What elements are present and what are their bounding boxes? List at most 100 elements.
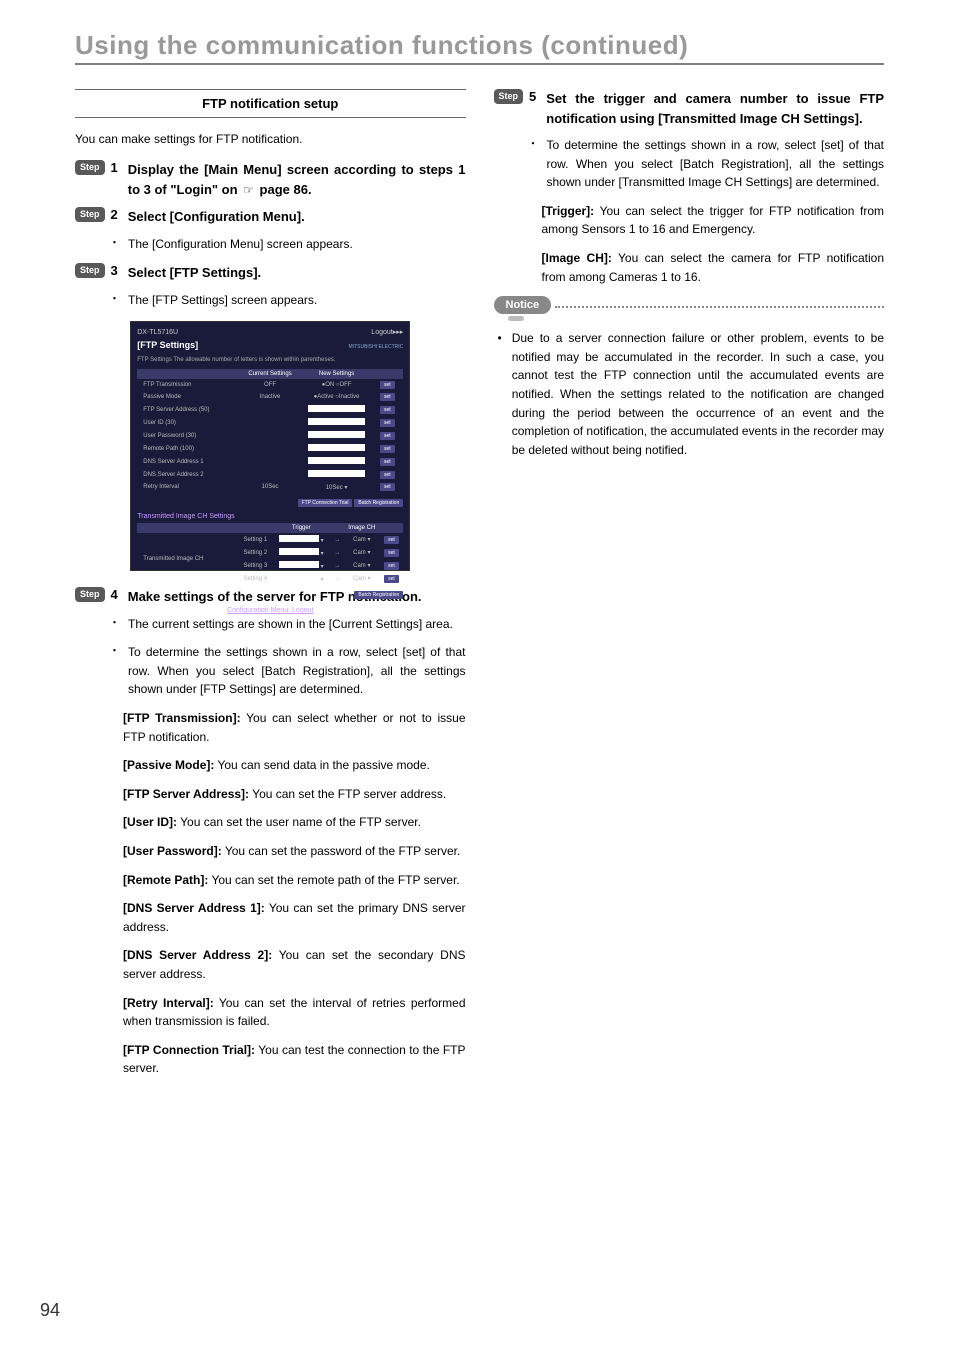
sc-section2-title: Transmitted Image CH Settings (137, 513, 403, 520)
table-row: User ID (30)set (137, 416, 403, 429)
step-1: Step 1 Display the [Main Menu] screen ac… (75, 160, 466, 199)
def-label: [Remote Path]: (123, 873, 208, 887)
def-label: [Passive Mode]: (123, 758, 214, 772)
bullet-dot-icon: ・ (109, 643, 120, 661)
step-text: Select [Configuration Menu]. (128, 207, 466, 227)
notice-handle-icon (508, 316, 524, 321)
sc-table-1: Current SettingsNew Settings FTP Transmi… (137, 369, 403, 493)
intro-text: You can make settings for FTP notificati… (75, 130, 466, 148)
definition-item: [DNS Server Address 1]: You can set the … (123, 899, 466, 936)
def-label: [Trigger]: (542, 204, 595, 218)
step-text: Select [FTP Settings]. (128, 263, 466, 283)
step-text-part2: page 86. (256, 182, 312, 197)
set-button: set (380, 445, 395, 453)
step-number: 3 (111, 263, 118, 278)
step-5: Step 5 Set the trigger and camera number… (494, 89, 885, 128)
step-badge: Step (75, 160, 105, 175)
bullet-text: The [FTP Settings] screen appears. (128, 291, 466, 310)
left-column: FTP notification setup You can make sett… (75, 89, 466, 1088)
bullet-row: ・ The [Configuration Menu] screen appear… (109, 235, 466, 254)
ftp-trial-button: FTP Connection Trial (298, 499, 353, 507)
step-badge: Step (75, 587, 105, 602)
set-button: set (380, 406, 395, 414)
sc-footer-link: Configuration Menu: Logout (137, 607, 403, 614)
notice-block: Notice • Due to a server connection fail… (494, 296, 885, 459)
sc-brand: MITSUBISHI ELECTRIC (349, 344, 404, 350)
set-button: set (380, 458, 395, 466)
set-button: set (384, 549, 399, 557)
notice-dots (555, 306, 884, 308)
bullet-text: The current settings are shown in the [C… (128, 615, 466, 634)
sc-logout: Logout▸▸▸ (371, 328, 403, 336)
def-label: [DNS Server Address 2]: (123, 948, 272, 962)
sc-table-2: TriggerImage CH Transmitted Image CHSett… (137, 523, 403, 585)
definition-item: [Retry Interval]: You can set the interv… (123, 994, 466, 1031)
sc-title: [FTP Settings] (137, 340, 198, 350)
page-number: 94 (40, 1300, 60, 1321)
set-button: set (380, 483, 395, 491)
table-row: Remote Path (100)set (137, 442, 403, 455)
step-number: 4 (111, 587, 118, 602)
step-text: Display the [Main Menu] screen according… (128, 160, 466, 199)
bullet-text: The [Configuration Menu] screen appears. (128, 235, 466, 254)
definition-item: [Remote Path]: You can set the remote pa… (123, 871, 466, 890)
page-title: Using the communication functions (conti… (75, 30, 884, 61)
definition-item: [DNS Server Address 2]: You can set the … (123, 946, 466, 983)
step-number: 1 (111, 160, 118, 175)
bullet-row: ・ The current settings are shown in the … (109, 615, 466, 634)
def-label: [User ID]: (123, 815, 177, 829)
notice-text: Due to a server connection failure or ot… (512, 329, 884, 459)
section-heading: FTP notification setup (75, 96, 466, 111)
sc-th-trigger: Trigger (272, 523, 330, 533)
bullet-text: To determine the settings shown in a row… (128, 643, 466, 699)
step-2: Step 2 Select [Configuration Menu]. (75, 207, 466, 227)
set-button: set (380, 432, 395, 440)
right-column: Step 5 Set the trigger and camera number… (494, 89, 885, 1088)
table-row: Passive ModeInactive●Active ○Inactiveset (137, 391, 403, 403)
definition-item: [FTP Server Address]: You can set the FT… (123, 785, 466, 804)
sc-th-current: Current Settings (238, 369, 301, 379)
set-button: set (384, 575, 399, 583)
bullet-text: To determine the settings shown in a row… (547, 136, 885, 192)
ref-icon: ☞ (243, 181, 254, 199)
definition-item: [FTP Connection Trial]: You can test the… (123, 1041, 466, 1078)
def-label: [FTP Connection Trial]: (123, 1043, 255, 1057)
table-row: FTP Server Address (50)set (137, 403, 403, 416)
bullet-dot-icon: ・ (109, 235, 120, 253)
def-desc: You can set the remote path of the FTP s… (208, 873, 459, 887)
bullet-row: ・ To determine the settings shown in a r… (528, 136, 885, 192)
sc-th-image: Image CH (344, 523, 380, 533)
section-rule-top (75, 89, 466, 90)
bullet-dot-icon: ・ (528, 136, 539, 154)
step-3: Step 3 Select [FTP Settings]. (75, 263, 466, 283)
notice-badge: Notice (494, 296, 552, 314)
set-button: set (380, 471, 395, 479)
batch-reg-button: Batch Registration (354, 591, 403, 599)
def-desc: You can set the password of the FTP serv… (222, 844, 461, 858)
set-button: set (380, 381, 395, 389)
table-row: FTP TransmissionOFF●ON ○OFFset (137, 379, 403, 391)
def-desc: You can set the FTP server address. (249, 787, 446, 801)
step-number: 5 (529, 89, 536, 104)
definition-item: [Image CH]: You can select the camera fo… (542, 249, 885, 286)
batch-reg-button: Batch Registration (354, 499, 403, 507)
definition-item: [Trigger]: You can select the trigger fo… (542, 202, 885, 239)
definition-item: [User ID]: You can set the user name of … (123, 813, 466, 832)
step-number: 2 (111, 207, 118, 222)
bullet-row: ・ To determine the settings shown in a r… (109, 643, 466, 699)
bullet-dot-icon: • (498, 329, 502, 347)
step-badge: Step (75, 263, 105, 278)
definition-item: [User Password]: You can set the passwor… (123, 842, 466, 861)
def-desc: You can send data in the passive mode. (214, 758, 430, 772)
def-label: [Retry Interval]: (123, 996, 214, 1010)
sc-th-new: New Settings (302, 369, 372, 379)
section-rule-bottom (75, 117, 466, 118)
def-label: [DNS Server Address 1]: (123, 901, 265, 915)
bullet-dot-icon: ・ (109, 615, 120, 633)
step-badge: Step (494, 89, 524, 104)
def-label: [User Password]: (123, 844, 222, 858)
def-label: [FTP Server Address]: (123, 787, 249, 801)
table-row: DNS Server Address 1set (137, 455, 403, 468)
set-button: set (384, 562, 399, 570)
step-badge: Step (75, 207, 105, 222)
